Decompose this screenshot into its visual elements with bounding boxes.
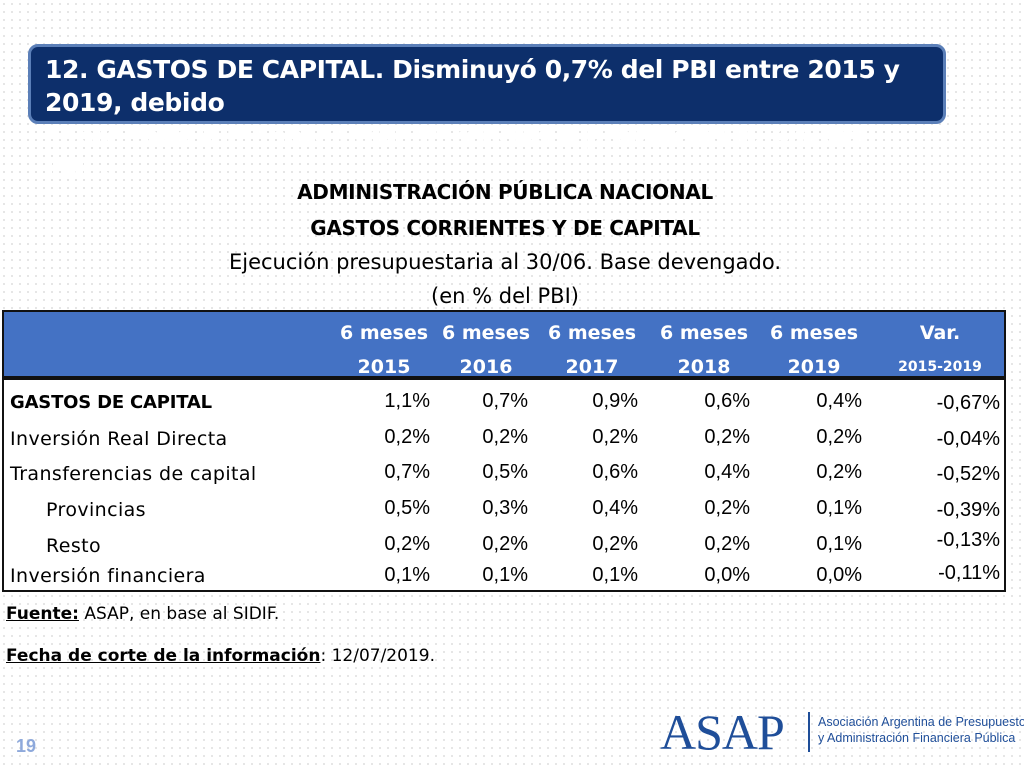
col-2016-year: 2016 bbox=[459, 356, 513, 378]
table-row: GASTOS DE CAPITAL 1,1% 0,7% 0,9% 0,6% 0,… bbox=[4, 386, 1004, 420]
logo-wordmark: ASAP bbox=[660, 704, 785, 760]
cell-2018: 0,2% bbox=[704, 497, 750, 519]
table-unit: (en % del PBI) bbox=[431, 284, 579, 308]
cell-2016: 0,7% bbox=[482, 390, 528, 412]
cell-2018: 0,4% bbox=[704, 461, 750, 483]
logo-line-1: Asociación Argentina de Presupuesto bbox=[818, 715, 1024, 729]
cell-2018: 0,0% bbox=[704, 564, 750, 586]
cell-2018: 0,2% bbox=[704, 426, 750, 448]
cell-var: -0,13% bbox=[936, 529, 1000, 551]
cutoff-label: Fecha de corte de la información bbox=[6, 646, 321, 666]
col-2016-top: 6 meses bbox=[441, 322, 531, 344]
cell-2015: 0,5% bbox=[384, 497, 430, 519]
table-row: Resto 0,2% 0,2% 0,2% 0,2% 0,1% -0,13% bbox=[4, 529, 1004, 563]
banner-line-1: 12. GASTOS DE CAPITAL. Disminuyó 0,7% de… bbox=[45, 55, 900, 117]
cutoff-text: : 12/07/2019. bbox=[320, 646, 435, 666]
col-var-top: Var. bbox=[919, 322, 961, 344]
cell-2016: 0,2% bbox=[482, 533, 528, 555]
cell-2019: 0,1% bbox=[816, 497, 862, 519]
col-2019-top: 6 meses bbox=[769, 322, 859, 344]
source-label: Fuente: bbox=[6, 604, 79, 624]
row-label: Resto bbox=[46, 535, 102, 557]
col-2019-year: 2019 bbox=[787, 356, 841, 378]
cell-2015: 0,1% bbox=[384, 564, 430, 586]
logo-divider bbox=[808, 712, 810, 752]
cell-var: -0,52% bbox=[936, 463, 1000, 485]
cell-2018: 0,2% bbox=[704, 533, 750, 555]
col-2017-top: 6 meses bbox=[547, 322, 637, 344]
cell-2016: 0,1% bbox=[482, 564, 528, 586]
col-2018-top: 6 meses bbox=[659, 322, 749, 344]
cell-2017: 0,4% bbox=[592, 497, 638, 519]
banner-line-2: sobre todo a menores transferencias a pr… bbox=[45, 121, 865, 183]
col-2015-top: 6 meses bbox=[339, 322, 429, 344]
cell-2016: 0,5% bbox=[482, 461, 528, 483]
cell-2015: 0,2% bbox=[384, 533, 430, 555]
cell-2017: 0,6% bbox=[592, 461, 638, 483]
slide-title-banner: 12. GASTOS DE CAPITAL. Disminuyó 0,7% de… bbox=[28, 44, 946, 183]
row-label: Transferencias de capital bbox=[10, 463, 257, 485]
page-number: 19 bbox=[16, 736, 37, 756]
cell-2019: 0,2% bbox=[816, 426, 862, 448]
table-row: Inversión Real Directa 0,2% 0,2% 0,2% 0,… bbox=[4, 422, 1004, 456]
table-note: Ejecución presupuestaria al 30/06. Base … bbox=[228, 250, 782, 274]
cell-2019: 0,4% bbox=[816, 390, 862, 412]
cell-2017: 0,1% bbox=[592, 564, 638, 586]
table-row: Provincias 0,5% 0,3% 0,4% 0,2% 0,1% -0,3… bbox=[4, 493, 1004, 527]
budget-table: 6 meses 2015 6 meses 2016 6 meses 2017 6… bbox=[2, 310, 1006, 592]
cell-2017: 0,2% bbox=[592, 426, 638, 448]
table-subtitle: GASTOS CORRIENTES Y DE CAPITAL bbox=[310, 216, 700, 240]
logo-subtitle: Asociación Argentina de Presupuesto y Ad… bbox=[818, 714, 1024, 746]
logo-line-2: y Administración Financiera Pública bbox=[818, 731, 1016, 745]
source-note: Fuente: ASAP, en base al SIDIF. bbox=[6, 604, 279, 624]
row-label: GASTOS DE CAPITAL bbox=[10, 392, 212, 413]
col-2015-year: 2015 bbox=[357, 356, 411, 378]
col-2018-year: 2018 bbox=[677, 356, 731, 378]
cell-2015: 0,2% bbox=[384, 426, 430, 448]
row-label: Inversión financiera bbox=[10, 565, 206, 587]
table-header: 6 meses 2015 6 meses 2016 6 meses 2017 6… bbox=[4, 312, 1004, 380]
cell-var: -0,04% bbox=[936, 428, 1000, 450]
cutoff-note: Fecha de corte de la información: 12/07/… bbox=[6, 646, 435, 666]
cell-2017: 0,2% bbox=[592, 533, 638, 555]
col-var-range: 2015-2019 bbox=[898, 359, 982, 375]
table-row: Transferencias de capital 0,7% 0,5% 0,6%… bbox=[4, 457, 1004, 491]
cell-2015: 1,1% bbox=[384, 390, 430, 412]
row-label: Inversión Real Directa bbox=[10, 428, 228, 450]
cell-var: -0,11% bbox=[938, 562, 1000, 584]
row-label: Provincias bbox=[46, 499, 146, 521]
col-2017-year: 2017 bbox=[565, 356, 619, 378]
table-row: Inversión financiera 0,1% 0,1% 0,1% 0,0%… bbox=[4, 560, 1004, 594]
cell-2016: 0,3% bbox=[482, 497, 528, 519]
cell-var: -0,67% bbox=[936, 392, 1000, 414]
cell-2018: 0,6% bbox=[704, 390, 750, 412]
cell-2017: 0,9% bbox=[592, 390, 638, 412]
cell-var: -0,39% bbox=[936, 499, 1000, 521]
asap-logo: ASAP Asociación Argentina de Presupuesto… bbox=[660, 704, 1024, 760]
cell-2016: 0,2% bbox=[482, 426, 528, 448]
source-text: ASAP, en base al SIDIF. bbox=[78, 604, 280, 624]
table-title: ADMINISTRACIÓN PÚBLICA NACIONAL bbox=[297, 180, 713, 204]
cell-2019: 0,1% bbox=[816, 533, 862, 555]
cell-2015: 0,7% bbox=[384, 461, 430, 483]
cell-2019: 0,2% bbox=[816, 461, 862, 483]
cell-2019: 0,0% bbox=[816, 564, 862, 586]
